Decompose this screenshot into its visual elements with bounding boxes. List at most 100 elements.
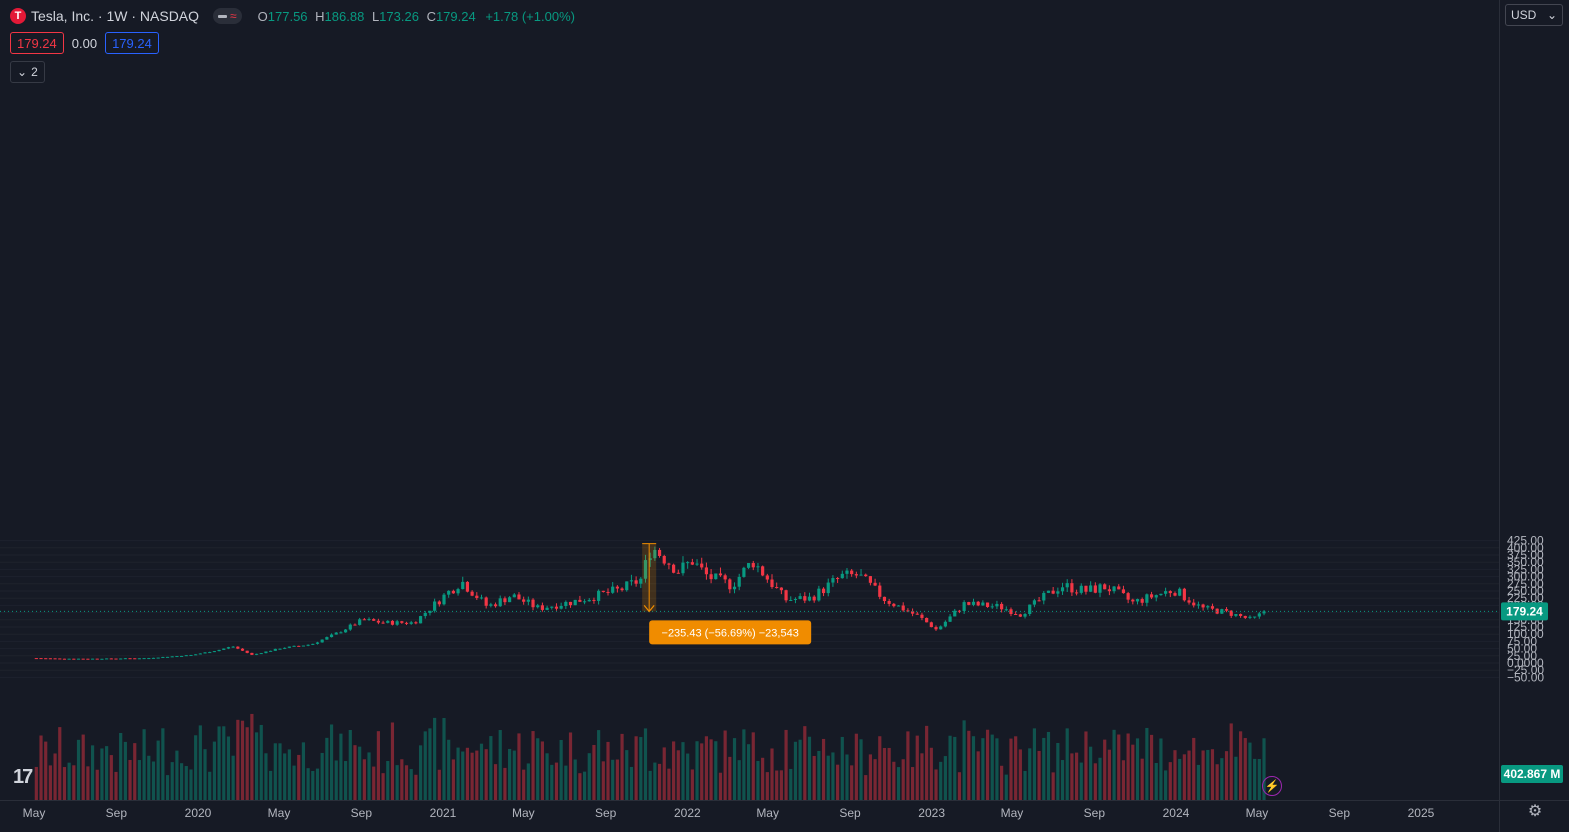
candle-body [826, 582, 830, 594]
high-value: 186.88 [324, 8, 365, 24]
volume-bar [386, 760, 390, 800]
volume-bar [123, 741, 127, 800]
candle-body [681, 562, 685, 574]
indicators-collapse-button[interactable]: ⌄ 2 [10, 61, 45, 83]
candle-body [948, 616, 952, 622]
candle-body [1070, 583, 1074, 593]
volume-bar [550, 764, 554, 800]
volume-bar [508, 748, 512, 800]
volume-bar [751, 732, 755, 800]
candle-body [353, 624, 357, 626]
candle-body [1206, 606, 1210, 608]
candle-body [850, 570, 854, 575]
volume-bar [475, 750, 479, 800]
volume-bar [381, 773, 385, 800]
volume-bar [976, 751, 980, 800]
volume-bar [418, 745, 423, 800]
currency-select[interactable]: USD ⌄ [1505, 4, 1563, 26]
candle-body [90, 658, 95, 660]
volume-bar [105, 746, 109, 800]
candle-body [1196, 604, 1201, 606]
volume-bar [1149, 734, 1154, 800]
volume-bar [334, 760, 338, 800]
candle-body [1000, 603, 1004, 610]
volume-bar [522, 769, 526, 800]
candle-body [582, 601, 587, 603]
volume-bar [718, 772, 723, 800]
candle-body [283, 647, 287, 649]
volume-bar [995, 738, 999, 800]
candle-body [639, 578, 643, 584]
volume-bar [1046, 731, 1051, 800]
volume-bar [1084, 731, 1088, 800]
volume-bar [1023, 770, 1027, 800]
candle-body [746, 563, 751, 568]
candle-body [109, 658, 113, 660]
volume-bar [404, 765, 409, 800]
candle-body [437, 601, 441, 605]
candle-body [465, 581, 470, 592]
volume-bar [620, 733, 624, 800]
candle-body [34, 658, 38, 660]
volume-bar [962, 720, 966, 800]
minus-icon [218, 14, 228, 18]
candle-body [1187, 600, 1191, 603]
candle-body [479, 597, 484, 599]
volume-bar [240, 720, 245, 800]
approx-icon: ≈ [230, 9, 237, 23]
candle-body [320, 639, 324, 643]
volume-bar [629, 766, 634, 800]
volume-bar [906, 731, 910, 800]
bid-price-button[interactable]: 179.24 [10, 32, 64, 54]
candle-body [1238, 614, 1243, 616]
lightning-icon[interactable]: ⚡ [1262, 776, 1282, 796]
volume-bar [306, 768, 310, 800]
symbol-title[interactable]: Tesla, Inc. · 1W · NASDAQ [31, 8, 200, 24]
volume-bar [737, 760, 741, 800]
candle-body [1243, 615, 1247, 618]
candle-body [601, 590, 605, 592]
candle-body [1210, 606, 1215, 609]
volume-bar [634, 736, 638, 800]
candle-body [447, 590, 451, 595]
volume-bar [1262, 738, 1266, 800]
volume-bar [864, 775, 868, 800]
volume-bar [414, 774, 418, 800]
ask-price-button[interactable]: 179.24 [105, 32, 159, 54]
volume-bar [779, 770, 783, 800]
gear-icon[interactable]: ⚙ [1527, 803, 1543, 820]
volume-bar [287, 749, 291, 800]
volume-bar [367, 752, 371, 800]
volume-bar [775, 770, 779, 800]
candle-body [165, 656, 170, 658]
candle-body [910, 611, 915, 614]
volume-bar [212, 741, 216, 800]
candle-body [1042, 592, 1046, 601]
volume-bar [320, 752, 324, 800]
candle-body [1084, 585, 1088, 592]
y-tick-label: 275.00 [1507, 577, 1544, 591]
volume-bar [1089, 746, 1093, 800]
volume-bar [732, 738, 737, 800]
volume-bar [1135, 738, 1140, 800]
volume-bar [67, 762, 71, 800]
volume-bar [587, 753, 591, 800]
candle-body [718, 573, 723, 576]
volume-bar [901, 759, 905, 800]
candle-body [1178, 588, 1182, 596]
candle-body [456, 589, 460, 594]
volume-bar [1014, 736, 1018, 800]
volume-bar [723, 730, 727, 800]
candle-body [686, 562, 690, 564]
candle-body [269, 650, 273, 652]
volume-bar [329, 724, 334, 800]
candle-body [1159, 593, 1163, 596]
volume-bar [81, 734, 85, 800]
volume-bar [667, 768, 671, 800]
volume-bar [1098, 757, 1102, 800]
candle-body [400, 621, 404, 623]
legend-toggle-pill[interactable]: ≈ [213, 8, 242, 24]
candle-body [1126, 593, 1130, 600]
x-tick-label: May [23, 806, 46, 820]
